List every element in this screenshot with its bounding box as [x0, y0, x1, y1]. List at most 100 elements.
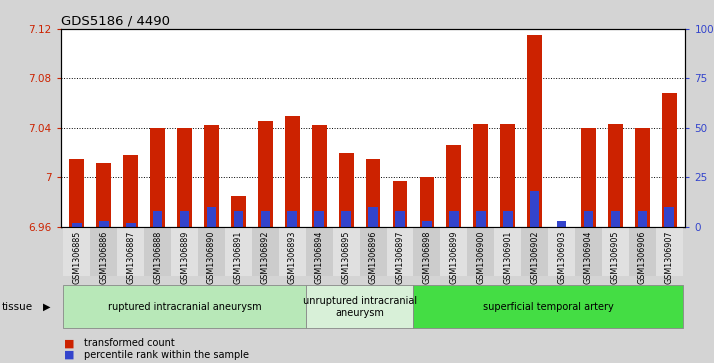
Text: GSM1306901: GSM1306901: [503, 231, 512, 284]
Bar: [144, 227, 171, 276]
Bar: [153, 211, 163, 227]
Bar: [548, 227, 575, 276]
FancyBboxPatch shape: [64, 285, 306, 328]
Text: superficial temporal artery: superficial temporal artery: [483, 302, 613, 312]
Bar: [64, 227, 90, 276]
Bar: [233, 211, 243, 227]
Bar: [656, 227, 683, 276]
Text: GDS5186 / 4490: GDS5186 / 4490: [61, 15, 170, 28]
Bar: [635, 128, 650, 227]
Bar: [258, 121, 273, 227]
Bar: [278, 227, 306, 276]
Bar: [338, 153, 353, 227]
Text: GSM1306886: GSM1306886: [99, 231, 109, 284]
Bar: [150, 128, 165, 227]
Bar: [368, 207, 378, 227]
Bar: [530, 191, 540, 227]
Bar: [171, 227, 198, 276]
Bar: [608, 124, 623, 227]
Bar: [441, 227, 468, 276]
Text: GSM1306890: GSM1306890: [207, 231, 216, 284]
Bar: [126, 223, 136, 227]
Bar: [575, 227, 602, 276]
Text: GSM1306906: GSM1306906: [638, 231, 647, 284]
Bar: [314, 211, 324, 227]
Bar: [629, 227, 656, 276]
Bar: [285, 115, 300, 227]
Bar: [124, 155, 138, 227]
Bar: [117, 227, 144, 276]
Text: GSM1306898: GSM1306898: [423, 231, 431, 284]
Bar: [341, 211, 351, 227]
Text: GSM1306907: GSM1306907: [665, 231, 674, 284]
Bar: [252, 227, 278, 276]
Bar: [501, 124, 515, 227]
FancyBboxPatch shape: [306, 285, 413, 328]
Text: GSM1306903: GSM1306903: [557, 231, 566, 284]
Bar: [72, 223, 81, 227]
Bar: [333, 227, 360, 276]
Bar: [449, 211, 458, 227]
Bar: [468, 227, 494, 276]
Text: tissue: tissue: [2, 302, 34, 312]
Bar: [665, 207, 674, 227]
Bar: [557, 221, 566, 227]
Bar: [527, 35, 542, 227]
Text: GSM1306896: GSM1306896: [368, 231, 378, 284]
Bar: [521, 227, 548, 276]
Bar: [581, 128, 596, 227]
Text: GSM1306905: GSM1306905: [611, 231, 620, 284]
Bar: [610, 211, 620, 227]
Bar: [360, 227, 386, 276]
Text: GSM1306897: GSM1306897: [396, 231, 405, 284]
Bar: [231, 196, 246, 227]
Bar: [99, 221, 109, 227]
Bar: [583, 211, 593, 227]
Bar: [386, 227, 413, 276]
Bar: [96, 163, 111, 227]
Text: GSM1306899: GSM1306899: [449, 231, 458, 284]
Bar: [393, 181, 408, 227]
Bar: [662, 93, 677, 227]
Text: GSM1306902: GSM1306902: [530, 231, 539, 284]
Text: GSM1306892: GSM1306892: [261, 231, 270, 284]
Bar: [420, 178, 434, 227]
Text: GSM1306887: GSM1306887: [126, 231, 135, 284]
Bar: [288, 211, 297, 227]
Bar: [261, 211, 270, 227]
Bar: [494, 227, 521, 276]
Bar: [312, 126, 326, 227]
Text: GSM1306891: GSM1306891: [234, 231, 243, 284]
Bar: [395, 211, 405, 227]
Text: transformed count: transformed count: [84, 338, 175, 348]
Bar: [204, 126, 219, 227]
Text: GSM1306895: GSM1306895: [341, 231, 351, 284]
Bar: [198, 227, 225, 276]
Text: ■: ■: [64, 350, 75, 360]
Text: percentile rank within the sample: percentile rank within the sample: [84, 350, 249, 360]
Text: GSM1306900: GSM1306900: [476, 231, 486, 284]
Text: ■: ■: [64, 338, 75, 348]
Text: GSM1306888: GSM1306888: [153, 231, 162, 284]
Text: GSM1306885: GSM1306885: [72, 231, 81, 284]
Text: unruptured intracranial
aneurysm: unruptured intracranial aneurysm: [303, 296, 417, 318]
Bar: [69, 159, 84, 227]
Text: ruptured intracranial aneurysm: ruptured intracranial aneurysm: [108, 302, 261, 312]
Bar: [90, 227, 117, 276]
Text: GSM1306904: GSM1306904: [584, 231, 593, 284]
Bar: [413, 227, 441, 276]
Bar: [225, 227, 252, 276]
Text: GSM1306893: GSM1306893: [288, 231, 297, 284]
Bar: [503, 211, 513, 227]
Text: GSM1306894: GSM1306894: [315, 231, 323, 284]
Bar: [366, 159, 381, 227]
Bar: [180, 211, 189, 227]
Bar: [476, 211, 486, 227]
Bar: [306, 227, 333, 276]
Bar: [446, 145, 461, 227]
Bar: [602, 227, 629, 276]
Bar: [206, 207, 216, 227]
Bar: [638, 211, 647, 227]
Text: ▶: ▶: [43, 302, 51, 312]
FancyBboxPatch shape: [413, 285, 683, 328]
